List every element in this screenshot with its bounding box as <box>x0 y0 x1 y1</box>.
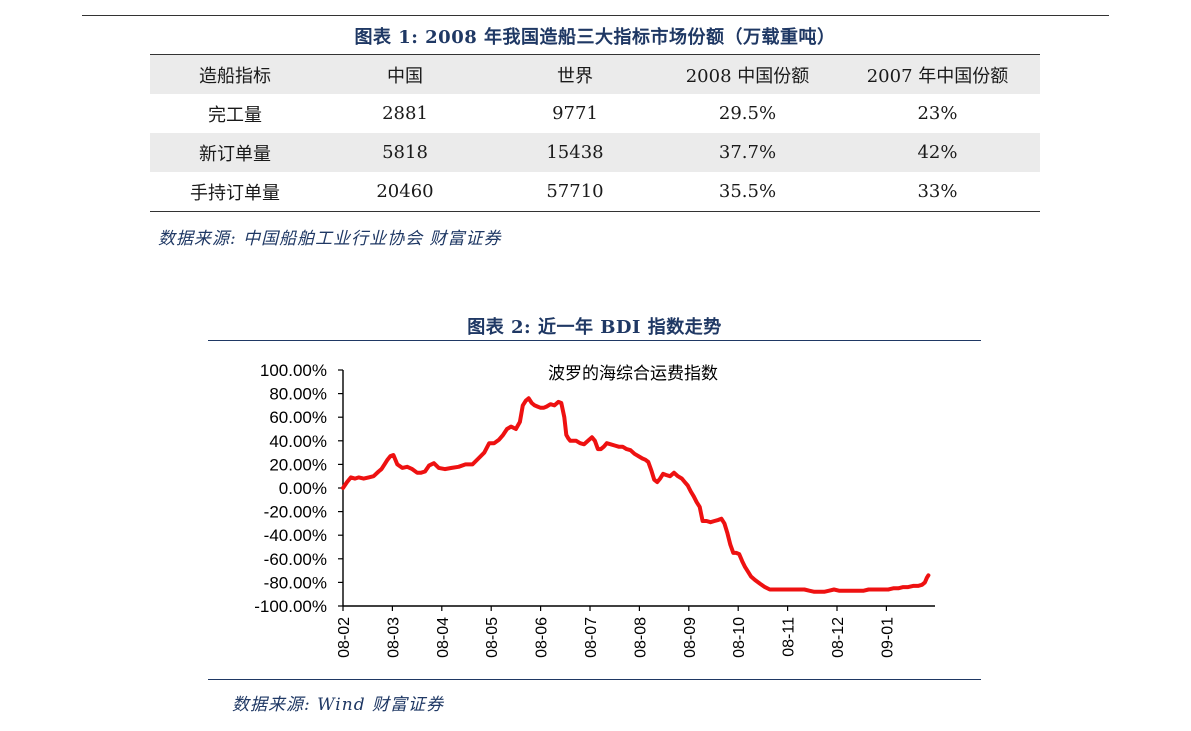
y-tick-label: 80.00% <box>269 385 327 404</box>
header-share-2008: 2008 中国份额 <box>685 65 810 87</box>
header-world: 世界 <box>557 65 593 87</box>
y-tick-label: 60.00% <box>269 408 327 427</box>
figure1-title: 图表 1: 2008 年我国造船三大指标市场份额（万载重吨） <box>354 27 836 48</box>
figure2-title: 图表 2: 近一年 BDI 指数走势 <box>467 317 722 338</box>
x-tick-label: 08-04 <box>435 617 452 658</box>
cell-share-2008: 29.5% <box>718 103 777 124</box>
table-row: 完工量 2881 9771 29.5% 23% <box>150 94 1040 133</box>
page-top-rule <box>82 15 1109 16</box>
x-tick-label: 08-06 <box>534 617 551 658</box>
y-tick-label: 40.00% <box>269 432 327 451</box>
figure2-top-rule <box>208 340 981 341</box>
cell-share-2007: 42% <box>917 142 958 163</box>
cell-china: 20460 <box>376 181 434 202</box>
shipbuilding-share-table: 造船指标 中国 世界 2008 中国份额 2007 年中国份额 完工量 2881… <box>150 54 1040 212</box>
figure2-bottom-rule <box>208 679 981 680</box>
cell-share-2007: 23% <box>917 103 958 124</box>
x-tick-label: 08-09 <box>682 617 699 658</box>
cell-indicator: 手持订单量 <box>190 182 280 204</box>
header-china: 中国 <box>387 65 423 87</box>
cell-china: 5818 <box>382 142 428 163</box>
y-tick-label: -40.00% <box>264 526 327 545</box>
figure2-source: 数据来源: Wind 财富证券 <box>232 695 444 715</box>
cell-world: 15438 <box>546 142 604 163</box>
table-row: 新订单量 5818 15438 37.7% 42% <box>150 133 1040 172</box>
table-header-row: 造船指标 中国 世界 2008 中国份额 2007 年中国份额 <box>150 54 1040 94</box>
y-tick-label: 0.00% <box>279 479 327 498</box>
x-tick-label: 08-03 <box>385 617 402 658</box>
cell-indicator: 新订单量 <box>199 143 271 165</box>
x-tick-label: 08-02 <box>336 617 353 658</box>
header-share-2007: 2007 年中国份额 <box>866 65 1009 87</box>
cell-china: 2881 <box>382 103 428 124</box>
cell-share-2007: 33% <box>917 181 958 202</box>
cell-world: 57710 <box>546 181 604 202</box>
x-tick-label: 08-12 <box>830 617 847 658</box>
y-tick-label: -100.00% <box>254 597 327 616</box>
y-tick-label: 100.00% <box>260 361 327 380</box>
cell-world: 9771 <box>552 103 598 124</box>
cell-indicator: 完工量 <box>208 104 262 126</box>
figure1-source: 数据来源: 中国船舶工业行业协会 财富证券 <box>158 229 502 249</box>
x-tick-label: 08-10 <box>731 617 748 658</box>
cell-share-2008: 37.7% <box>718 142 777 163</box>
x-tick-label: 08-08 <box>632 617 649 658</box>
x-tick-label: 08-11 <box>781 617 798 657</box>
cell-share-2008: 35.5% <box>718 181 777 202</box>
bdi-series-line <box>341 396 931 594</box>
y-tick-label: 20.00% <box>269 455 327 474</box>
y-tick-label: -60.00% <box>264 550 327 569</box>
x-tick-label: 08-07 <box>583 617 600 658</box>
y-tick-label: -20.00% <box>264 503 327 522</box>
x-tick-label: 08-05 <box>484 617 501 658</box>
chart-title: 波罗的海综合运费指数 <box>548 364 718 384</box>
x-tick-label: 09-01 <box>879 617 896 658</box>
header-indicator: 造船指标 <box>199 65 271 87</box>
y-tick-label: -80.00% <box>264 573 327 592</box>
table-row: 手持订单量 20460 57710 35.5% 33% <box>150 172 1040 212</box>
